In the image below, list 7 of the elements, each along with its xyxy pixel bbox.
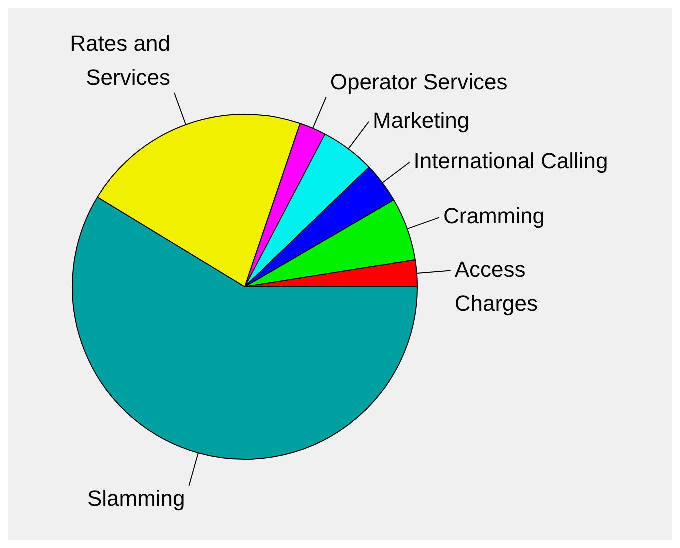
- slice-label: International Calling: [414, 148, 608, 174]
- slice-label: Rates and Services: [70, 30, 170, 90]
- slice-label: Slamming: [87, 486, 186, 511]
- slice-label: Cramming: [444, 204, 545, 229]
- slice-label: Marketing: [372, 108, 470, 133]
- slice-label: Operator Services: [330, 69, 508, 94]
- slice-label: Access Charges: [454, 256, 538, 316]
